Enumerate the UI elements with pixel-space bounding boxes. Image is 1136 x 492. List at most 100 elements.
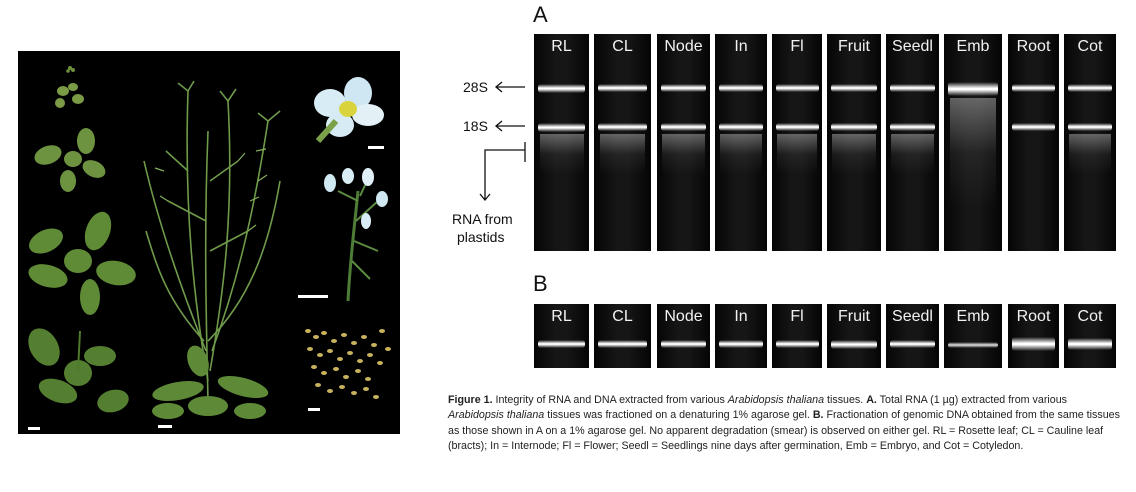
tiny-seedling xyxy=(66,66,75,73)
rna-lane-cl: CL xyxy=(594,34,651,251)
mature-plant xyxy=(143,80,281,402)
lane-label: Emb xyxy=(956,308,990,325)
band-18s xyxy=(660,123,707,131)
dna-lane-emb: Emb xyxy=(944,304,1002,368)
rna-lane-fruit: Fruit xyxy=(827,34,881,251)
band-28s xyxy=(537,84,586,93)
plastid-bands xyxy=(832,134,876,174)
marker-28s-label: 28S xyxy=(463,79,488,95)
caption-species: Arabidopsis thaliana xyxy=(448,409,545,422)
small-rosette xyxy=(55,83,84,108)
rna-lane-node: Node xyxy=(657,34,710,251)
caption-text: tissues. xyxy=(824,394,867,406)
dna-lane-rl: RL xyxy=(534,304,589,368)
lane-label: RL xyxy=(551,308,572,325)
inflorescence xyxy=(324,168,388,302)
band-28s xyxy=(660,84,707,92)
plastid-bands xyxy=(1069,134,1111,174)
genomic-band xyxy=(660,340,707,348)
dna-lane-fruit: Fruit xyxy=(827,304,881,368)
lane-label: Cot xyxy=(1077,308,1103,325)
band-28s xyxy=(948,82,998,96)
lane-label: Emb xyxy=(956,38,990,55)
dna-lane-cot: Cot xyxy=(1064,304,1116,368)
caption-text: Integrity of RNA and DNA extracted from … xyxy=(492,394,728,406)
band-28s xyxy=(1067,84,1113,92)
lane-label: CL xyxy=(612,38,633,55)
plant-photo-panel xyxy=(18,51,400,434)
band-18s xyxy=(597,123,648,131)
panel-b-label: B xyxy=(533,271,548,296)
large-rosette xyxy=(28,211,136,315)
arrow-plastid-icon xyxy=(479,142,526,202)
band-28s xyxy=(775,84,819,92)
lane-label: Root xyxy=(1016,308,1051,325)
dna-lane-in: In xyxy=(715,304,767,368)
band-18s xyxy=(1067,123,1113,131)
rna-lane-in: In xyxy=(715,34,767,251)
plastid-label-line1: RNA from xyxy=(452,211,513,227)
band-28s xyxy=(597,84,648,92)
rna-lane-cot: Cot xyxy=(1064,34,1116,251)
genomic-band xyxy=(537,340,586,348)
rna-lane-emb: Emb xyxy=(944,34,1002,251)
plastid-bands xyxy=(777,134,817,174)
genomic-band xyxy=(1067,338,1113,350)
band-18s xyxy=(718,123,764,131)
band-28s xyxy=(718,84,764,92)
embryo-smear xyxy=(949,98,997,208)
dna-lane-fl: Fl xyxy=(772,304,822,368)
plastid-bands xyxy=(891,134,934,174)
caption-panel-b-ref: B. xyxy=(812,409,824,422)
rna-lane-rl: RL xyxy=(534,34,589,251)
caption-text: Fractionation of genomic DNA obtained fr… xyxy=(448,409,1120,453)
lane-label: Node xyxy=(664,308,703,325)
genomic-band xyxy=(775,340,819,348)
dna-lane-node: Node xyxy=(657,304,710,368)
lane-label: Node xyxy=(664,38,703,55)
lane-label: Root xyxy=(1016,38,1051,55)
band-18s xyxy=(775,123,819,131)
marker-arrows xyxy=(479,81,526,202)
band-18s xyxy=(889,123,936,131)
figure-caption: Figure 1. Integrity of RNA and DNA extra… xyxy=(448,393,1124,455)
lane-label: Fruit xyxy=(838,38,870,55)
arabidopsis-photo-illustration xyxy=(18,51,400,434)
plastid-bands xyxy=(662,134,705,174)
plastid-bands xyxy=(720,134,762,174)
siliques xyxy=(154,148,268,232)
panel-a-label: A xyxy=(533,2,548,27)
dna-lane-seedl: Seedl xyxy=(886,304,939,368)
band-28s xyxy=(1011,84,1056,92)
lane-label: RL xyxy=(551,38,572,55)
band-18s xyxy=(537,123,586,132)
lane-label: Fruit xyxy=(838,308,870,325)
genomic-band xyxy=(889,340,936,348)
caption-text: tissues was fractioned on a denaturing 1… xyxy=(544,409,813,422)
bolting-rosette xyxy=(28,328,129,413)
caption-figure-label: Figure 1. xyxy=(448,394,493,406)
arrow-18s-icon xyxy=(494,120,525,132)
arrow-28s-icon xyxy=(494,81,525,93)
caption-text: Total RNA (1 µg) extracted from various xyxy=(876,394,1067,406)
mature-plant-leaves xyxy=(152,345,269,419)
lane-label: In xyxy=(734,38,748,55)
lane-label: CL xyxy=(612,308,633,325)
rna-lane-root: Root xyxy=(1008,34,1059,251)
flower-closeup xyxy=(314,77,384,144)
genomic-band xyxy=(597,340,648,348)
band-28s xyxy=(889,84,936,92)
genomic-band xyxy=(1011,337,1056,351)
plastid-bands xyxy=(599,134,646,174)
scale-bar-flower xyxy=(368,146,384,149)
rna-lane-fl: Fl xyxy=(772,34,822,251)
lane-label: Fl xyxy=(790,308,804,325)
dna-lane-root: Root xyxy=(1008,304,1059,368)
band-18s xyxy=(1011,123,1056,131)
seeds xyxy=(305,329,391,399)
marker-18s-label: 18S xyxy=(463,118,488,134)
dna-lane-cl: CL xyxy=(594,304,651,368)
scale-bar-rosette xyxy=(28,427,40,430)
genomic-band xyxy=(718,340,764,348)
genomic-band xyxy=(830,340,878,349)
